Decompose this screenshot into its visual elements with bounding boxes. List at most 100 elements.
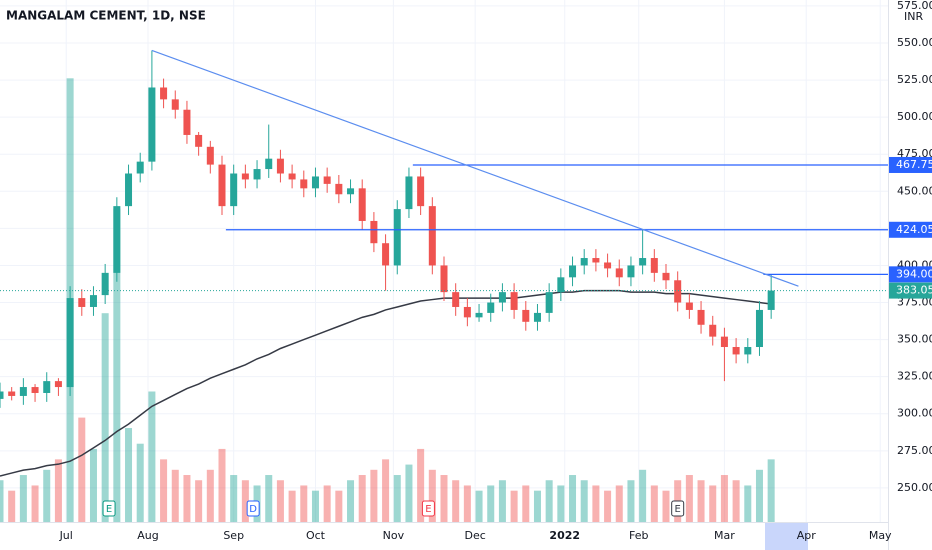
y-tick-label: 250.00 — [897, 481, 932, 494]
candle-body — [382, 243, 390, 266]
event-marker — [246, 500, 260, 517]
y-tick-label: 375.00 — [897, 296, 932, 309]
volume-bar — [125, 428, 133, 522]
trend-line — [151, 49, 799, 287]
x-tick-label: Oct — [306, 529, 326, 542]
level-label: 467.75 — [896, 158, 932, 171]
candle-body — [276, 158, 284, 174]
level-tag — [889, 221, 932, 238]
candle-body — [662, 272, 670, 281]
y-tick-label: 575.00 — [897, 0, 932, 12]
candle-body — [463, 306, 471, 318]
volume-bar — [148, 391, 156, 522]
volume-bar — [370, 469, 378, 522]
candle-body — [510, 292, 518, 310]
x-tick-label: Sep — [223, 529, 244, 542]
moving-average — [0, 289, 772, 477]
candle-body — [265, 158, 273, 170]
event-label: E — [675, 504, 681, 515]
candle-body — [674, 280, 682, 303]
volume-bar — [101, 313, 109, 522]
y-tick-label: 350.00 — [897, 333, 932, 346]
level-label: 394.00 — [896, 267, 932, 280]
currency-label: INR — [904, 10, 923, 23]
y-tick-label: 525.00 — [897, 73, 932, 86]
candle-body — [487, 302, 495, 313]
volume-bar — [755, 469, 763, 522]
event-label: D — [249, 504, 257, 515]
candle-body — [171, 99, 179, 110]
candle-body — [43, 381, 51, 393]
volume-bar — [510, 490, 518, 522]
volume-bar — [557, 485, 565, 522]
candle-body — [685, 302, 693, 310]
candle-body — [393, 209, 401, 266]
y-tick-label: 300.00 — [897, 407, 932, 420]
candle-body — [697, 309, 705, 325]
y-tick-label: 500.00 — [897, 110, 932, 123]
volume-bar — [639, 469, 647, 522]
volume-bar — [627, 480, 635, 522]
candle-body — [89, 295, 97, 307]
candle-body — [125, 173, 133, 207]
candle-body — [428, 206, 436, 266]
volume-bar — [276, 480, 284, 522]
candle-body — [206, 146, 214, 165]
volume-bar — [0, 480, 4, 522]
volume-bar — [311, 490, 319, 522]
range-highlight — [765, 523, 808, 550]
candle-body — [54, 381, 62, 388]
volume-bar — [475, 490, 483, 522]
x-tick-label: Nov — [383, 529, 405, 542]
candle-body — [720, 336, 728, 348]
candle-body — [498, 292, 506, 303]
x-tick-label: May — [869, 529, 892, 542]
volume-bar — [522, 485, 530, 522]
candle-body — [113, 206, 121, 273]
volume-bar — [358, 475, 366, 522]
volume-bar — [160, 459, 168, 522]
candle-body — [148, 87, 156, 162]
volume-bar — [218, 448, 226, 522]
volume-bar — [136, 443, 144, 522]
volume-bar — [545, 480, 553, 522]
candle-body — [533, 312, 541, 322]
candle-body — [253, 169, 261, 180]
volume-bar — [440, 475, 448, 522]
volume-bar — [288, 490, 296, 522]
event-label: E — [106, 504, 112, 515]
y-tick-label: 275.00 — [897, 444, 932, 457]
volume-bar — [113, 208, 121, 522]
y-tick-label: 550.00 — [897, 36, 932, 49]
level-tag — [889, 266, 932, 283]
chart-title: MANGALAM CEMENT, 1D, NSE — [6, 9, 206, 23]
volume-bar — [183, 475, 191, 522]
level-label: 424.05 — [896, 223, 932, 236]
volume-bar — [78, 417, 86, 522]
candle-body — [0, 391, 4, 399]
volume-bar — [347, 480, 355, 522]
candle-body — [218, 164, 226, 207]
candle-body — [8, 391, 16, 396]
volume-bar — [195, 480, 203, 522]
volume-bar — [206, 469, 214, 522]
candle-body — [347, 188, 355, 195]
volume-bar — [744, 485, 752, 522]
volume-bar — [43, 469, 51, 522]
volume-bar — [452, 480, 460, 522]
plot-area — [0, 0, 888, 522]
y-tick-label: 325.00 — [897, 370, 932, 383]
candle-body — [650, 258, 658, 273]
y-tick-label: 475.00 — [897, 147, 932, 160]
candle-body — [300, 179, 308, 189]
x-tick-label: Mar — [714, 529, 735, 542]
candle-body — [405, 176, 413, 210]
volume-bar — [697, 480, 705, 522]
volume-bar — [732, 480, 740, 522]
x-tick-label: 2022 — [549, 529, 580, 542]
candle-body — [452, 292, 460, 307]
volume-bar — [580, 480, 588, 522]
y-tick-label: 450.00 — [897, 184, 932, 197]
volume-bar — [382, 459, 390, 522]
